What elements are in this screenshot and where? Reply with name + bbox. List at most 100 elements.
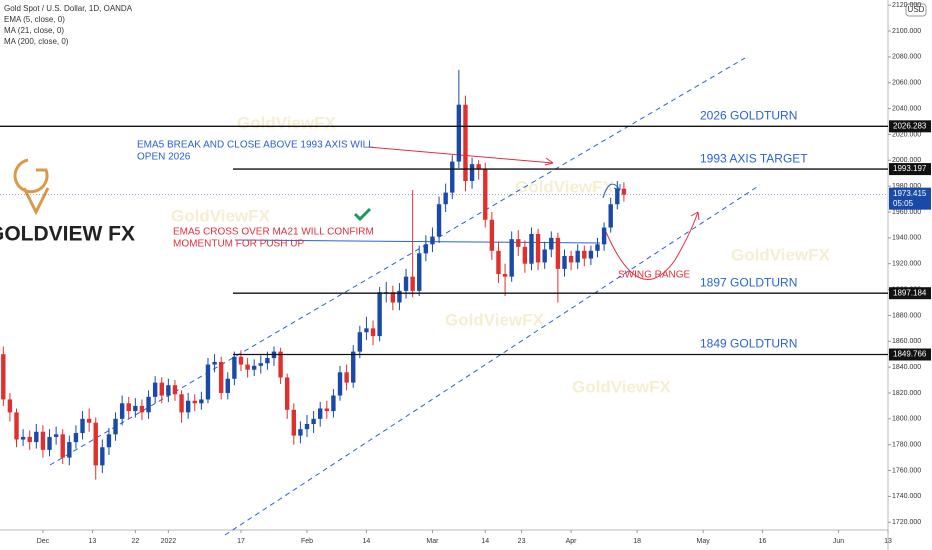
candle-body: [450, 161, 455, 193]
last-price-label: 1973.415: [893, 189, 927, 198]
candle-body: [377, 292, 382, 337]
x-tick-label: 17: [237, 538, 245, 545]
candle-body: [476, 164, 481, 170]
candle-body: [133, 405, 138, 412]
price-label-box: [889, 120, 931, 133]
candle-body: [522, 246, 528, 264]
candle-body: [100, 447, 105, 466]
x-tick-label: 18: [633, 538, 641, 545]
y-tick-label: 1880.000: [892, 312, 921, 319]
y-tick-label: 2040.000: [892, 105, 921, 112]
candle-body: [179, 394, 184, 413]
candle-body: [40, 431, 46, 450]
candle-body: [331, 395, 336, 412]
y-tick-label: 1960.000: [892, 209, 921, 216]
x-tick-label: Dec: [37, 538, 50, 545]
candle-body: [93, 422, 98, 466]
candle-body: [192, 400, 197, 404]
candle-body: [106, 434, 112, 448]
x-tick-label: 14: [363, 538, 371, 545]
candle-body: [324, 408, 330, 412]
candle-body: [166, 385, 171, 396]
candle-body: [595, 244, 600, 251]
candle-body: [357, 332, 363, 352]
candle-body: [126, 403, 131, 412]
watermark: GoldViewFX: [171, 206, 271, 225]
y-tick-label: 1800.000: [892, 416, 921, 423]
y-tick-label: 2120.000: [892, 2, 921, 9]
watermark: GoldViewFX: [445, 310, 545, 329]
y-tick-label: 2100.000: [892, 28, 921, 35]
candle-body: [529, 233, 534, 264]
annotation: OPEN 2026: [137, 152, 191, 163]
logo: GOLDVIEW FX: [0, 158, 135, 246]
candle-body: [291, 409, 296, 436]
price-label: 1897.184: [893, 288, 927, 297]
channel-line: [224, 184, 761, 536]
candle-body: [364, 328, 369, 333]
candle-body: [344, 372, 349, 383]
y-tick-label: 1780.000: [892, 442, 921, 449]
candle-body: [463, 104, 468, 181]
candle-body: [251, 365, 257, 370]
x-tick-label: May: [697, 538, 711, 545]
candle-body: [568, 255, 574, 263]
candle-body: [608, 204, 613, 228]
candle-body: [284, 377, 290, 410]
watermark: GoldViewFX: [572, 377, 672, 396]
candle-body: [232, 356, 237, 379]
annotation: EMA5 BREAK AND CLOSE ABOVE 1993 AXIS WIL…: [137, 140, 374, 151]
currency: USD: [908, 5, 925, 14]
price-label: 1849.766: [893, 350, 927, 359]
candle-body: [516, 239, 521, 247]
y-tick-label: 1740.000: [892, 493, 921, 500]
y-tick-label: 2000.000: [892, 157, 921, 164]
candle-body: [588, 250, 594, 259]
candle-body: [185, 400, 191, 413]
y-tick-label: 1720.000: [892, 519, 921, 526]
candle-body: [489, 219, 495, 251]
check-mark: [353, 207, 372, 222]
candle-body: [502, 274, 508, 277]
candle-body: [403, 276, 409, 291]
candle-body: [265, 358, 270, 364]
candle-body: [443, 192, 448, 205]
candle-body: [20, 436, 26, 440]
price-label: 2026.283: [893, 121, 927, 130]
candle-body: [47, 436, 52, 450]
candle-body: [27, 436, 32, 443]
plot: [1, 69, 627, 480]
candle-body: [351, 351, 356, 383]
y-tick-label: 2080.000: [892, 54, 921, 61]
candle-body: [73, 433, 79, 443]
arrow-head: [544, 157, 554, 166]
candle-body: [1, 354, 6, 400]
candle-body: [483, 169, 488, 220]
x-tick-label: Jun: [833, 538, 844, 545]
annotation: SWING RANGE: [618, 270, 691, 281]
watermark: GoldViewFX: [237, 113, 337, 132]
y-tick-label: 1980.000: [892, 183, 921, 190]
candle-body: [113, 418, 118, 435]
price-label-box: [889, 163, 931, 176]
candle-body: [337, 372, 343, 396]
x-tick-label: 13: [89, 538, 97, 545]
x-tick-label: 22: [131, 538, 139, 545]
candle-body: [199, 399, 204, 404]
logo-mark: [22, 187, 50, 216]
candle-body: [34, 431, 39, 443]
candle-body: [582, 250, 587, 259]
indicator-label: EMA (5, close, 0): [4, 15, 65, 24]
candle-body: [390, 292, 396, 303]
candle-body: [14, 412, 19, 440]
y-tick-label: 1920.000: [892, 261, 921, 268]
level-text: 1993 AXIS TARGET: [700, 151, 808, 165]
candle-body: [575, 250, 580, 263]
last-price-box: [889, 187, 931, 210]
candle-body: [423, 244, 429, 254]
candle-body: [225, 378, 230, 393]
candle-body: [562, 255, 567, 269]
candle-body: [172, 385, 178, 395]
currency-box[interactable]: [905, 3, 927, 17]
